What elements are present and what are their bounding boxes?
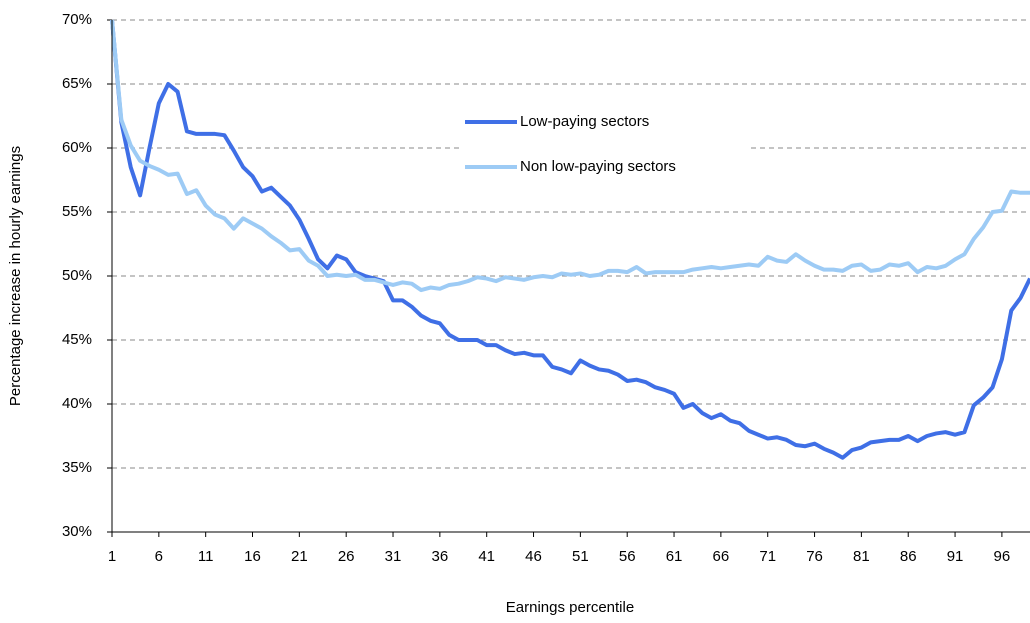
x-tick-label: 11 xyxy=(198,548,214,565)
x-tick-label: 31 xyxy=(385,548,402,565)
x-tick-label: 71 xyxy=(759,548,776,565)
x-tick-label: 56 xyxy=(619,548,636,565)
series-line xyxy=(110,19,1030,460)
y-tick-label: 65% xyxy=(62,75,92,92)
x-tick-label: 21 xyxy=(291,548,308,565)
y-tick-label: 70% xyxy=(62,11,92,28)
y-axis-label: Percentage increase in hourly earnings xyxy=(7,146,24,406)
x-tick-label: 91 xyxy=(947,548,964,565)
y-tick-label: 30% xyxy=(62,523,92,540)
y-tick-label: 35% xyxy=(62,459,92,476)
x-axis-label: Earnings percentile xyxy=(506,599,634,616)
y-tick-label: 60% xyxy=(62,139,92,156)
series-line xyxy=(110,19,1030,293)
x-tick-label: 1 xyxy=(108,548,116,565)
x-tick-label: 86 xyxy=(900,548,917,565)
x-tick-label: 96 xyxy=(994,548,1011,565)
y-tick-label: 55% xyxy=(62,203,92,220)
x-tick-label: 66 xyxy=(713,548,730,565)
x-tick-label: 61 xyxy=(666,548,683,565)
y-tick-label: 50% xyxy=(62,267,92,284)
x-tick-label: 81 xyxy=(853,548,870,565)
x-tick-label: 16 xyxy=(244,548,261,565)
legend-label: Low-paying sectors xyxy=(520,113,649,130)
y-tick-label: 45% xyxy=(62,331,92,348)
x-tick-label: 46 xyxy=(525,548,542,565)
legend-box xyxy=(460,100,750,190)
x-tick-label: 41 xyxy=(478,548,495,565)
y-tick-label: 40% xyxy=(62,395,92,412)
legend-label: Non low-paying sectors xyxy=(520,158,676,175)
x-tick-label: 6 xyxy=(155,548,163,565)
x-tick-label: 36 xyxy=(432,548,449,565)
x-tick-label: 51 xyxy=(572,548,589,565)
x-tick-label: 76 xyxy=(806,548,823,565)
x-tick-label: 26 xyxy=(338,548,355,565)
